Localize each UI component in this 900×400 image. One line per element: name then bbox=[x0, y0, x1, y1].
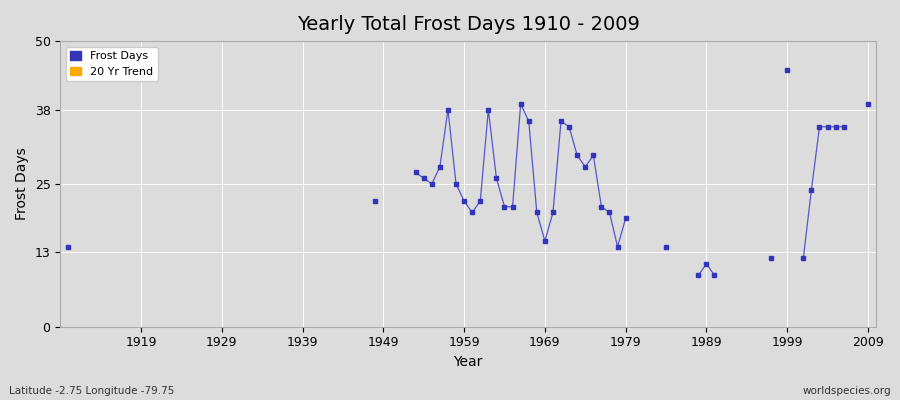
X-axis label: Year: Year bbox=[454, 355, 482, 369]
Title: Yearly Total Frost Days 1910 - 2009: Yearly Total Frost Days 1910 - 2009 bbox=[297, 15, 640, 34]
Legend: Frost Days, 20 Yr Trend: Frost Days, 20 Yr Trend bbox=[66, 47, 158, 81]
Text: Latitude -2.75 Longitude -79.75: Latitude -2.75 Longitude -79.75 bbox=[9, 386, 175, 396]
Y-axis label: Frost Days: Frost Days bbox=[15, 148, 29, 220]
Text: worldspecies.org: worldspecies.org bbox=[803, 386, 891, 396]
